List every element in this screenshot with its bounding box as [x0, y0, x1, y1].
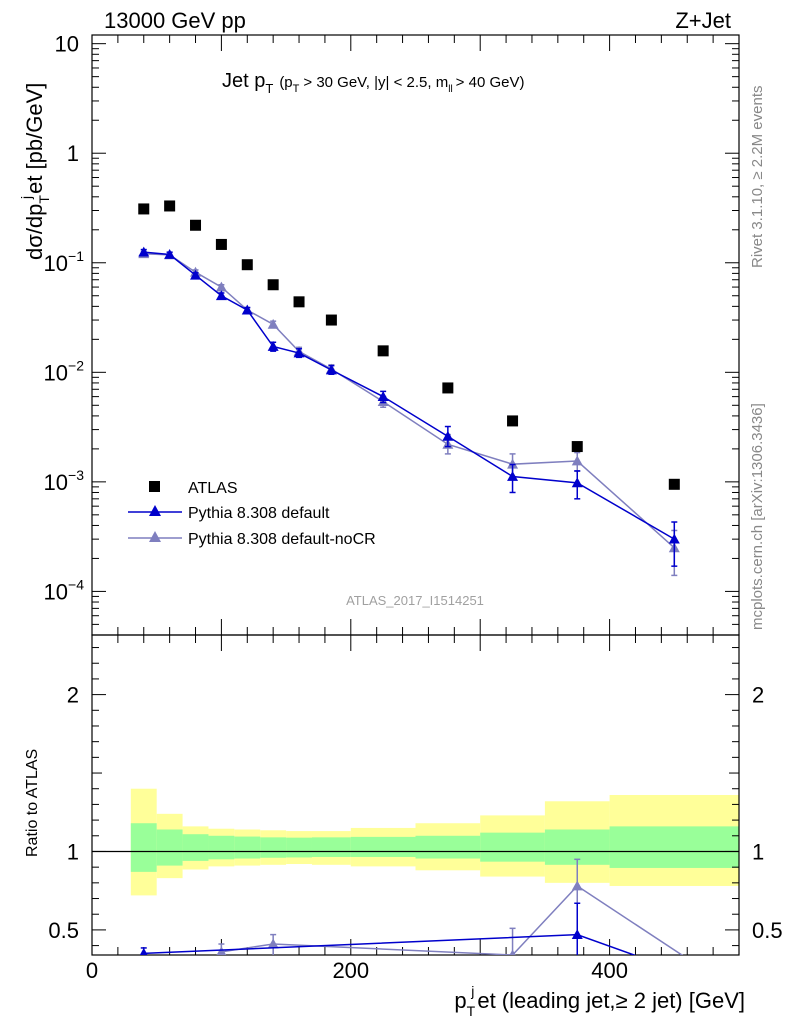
- main-y-tick-base: 10: [44, 470, 68, 495]
- nocr-point: [571, 455, 583, 466]
- legend: ATLAS Pythia 8.308 default Pythia 8.308 …: [128, 480, 376, 548]
- default-point: [507, 470, 519, 481]
- ratio-band-inner: [234, 836, 261, 859]
- atlas-point: [325, 314, 337, 326]
- default-ratio-point: [571, 929, 583, 940]
- ratio-mc-bands: [92, 788, 739, 896]
- legend-marker-nocr: [149, 531, 161, 542]
- default-point: [293, 347, 305, 358]
- legend-label-nocr: Pythia 8.308 default-noCR: [188, 531, 376, 548]
- legend-label-default: Pythia 8.308 default: [188, 505, 330, 522]
- default-point: [138, 246, 150, 257]
- default-point: [215, 290, 227, 301]
- nocr-ratio-point: [509, 949, 516, 955]
- x-axis-label: pTj et (leading jet,≥ 2 jet) [GeV]: [454, 983, 745, 1019]
- ratio-band-inner: [130, 823, 157, 872]
- nocr-point: [215, 281, 227, 292]
- atlas-point: [241, 259, 253, 271]
- main-y-tick-label: 10−3: [44, 467, 85, 495]
- ratio-y-tick-label-left: 1: [67, 839, 79, 864]
- default-ratio-line: [143, 933, 637, 955]
- main-y-tick-exp: −4: [68, 576, 84, 592]
- header-left: 13000 GeV pp: [104, 8, 246, 33]
- x-tick-label: 400: [591, 958, 628, 983]
- atlas-point: [190, 219, 202, 231]
- default-ratio-point: [139, 947, 148, 955]
- main-y-tick-exp: −2: [68, 357, 84, 373]
- nocr-point: [507, 458, 519, 469]
- atlas-point: [507, 415, 519, 427]
- nocr-ratio-point: [267, 938, 279, 949]
- source-label: mcplots.cern.ch [arXiv:1306.3436]: [749, 403, 766, 630]
- atlas-point: [571, 441, 583, 453]
- atlas-point: [164, 200, 176, 212]
- ratio-y-tick-label-right: 0.5: [752, 918, 783, 943]
- main-y-tick-base: 10: [44, 579, 68, 604]
- main-y-tick-exp: −3: [68, 467, 84, 483]
- main-y-tick-base: 10: [44, 251, 68, 276]
- ratio-y-tick-label-left: 0.5: [48, 918, 79, 943]
- main-marks: [138, 200, 680, 577]
- default-point: [442, 430, 454, 441]
- default-point: [190, 269, 202, 280]
- ratio-y-tick-label-right: 2: [752, 683, 764, 708]
- main-y-tick-label: 10−1: [44, 248, 85, 276]
- atlas-point: [293, 296, 305, 308]
- ratio-band-inner: [156, 829, 183, 866]
- default-point: [325, 364, 337, 375]
- ratio-band-inner: [182, 834, 209, 861]
- rivet-version-label: Rivet 3.1.10, ≥ 2.2M events: [749, 86, 766, 269]
- default-point: [668, 533, 680, 544]
- ratio-band-inner: [415, 835, 481, 859]
- ratio-plot-frame: [91, 634, 740, 956]
- legend-marker-default: [149, 505, 161, 516]
- default-point: [267, 341, 279, 351]
- ratio-band-inner: [208, 835, 235, 860]
- atlas-point: [442, 382, 454, 394]
- x-tick-label: 200: [332, 958, 369, 983]
- default-point: [164, 248, 176, 259]
- atlas-point: [267, 279, 279, 291]
- ratio-band-inner: [311, 837, 351, 857]
- ratio-band-inner: [286, 837, 312, 858]
- ratio-band-inner: [350, 836, 416, 857]
- legend-label-atlas: ATLAS: [188, 480, 238, 497]
- default-point: [377, 391, 389, 402]
- ratio-y-tick-label-right: 1: [752, 839, 764, 864]
- legend-marker-atlas: [149, 481, 160, 492]
- main-y-tick-label: 10−2: [44, 357, 85, 385]
- nocr-ratio-point: [571, 880, 583, 891]
- ratio-band-inner: [609, 826, 739, 868]
- header-right: Z+Jet: [675, 8, 731, 33]
- main-y-tick-base: 10: [44, 360, 68, 385]
- atlas-point: [138, 203, 150, 215]
- ratio-marks: [139, 858, 684, 955]
- ratio-y-label: Ratio to ATLAS: [24, 749, 41, 857]
- nocr-ratio-line: [221, 885, 684, 955]
- atlas-point: [377, 345, 389, 357]
- nocr-point: [267, 318, 279, 329]
- default-point: [571, 477, 583, 488]
- x-tick-label: 0: [86, 958, 98, 983]
- default-point: [241, 304, 253, 315]
- main-y-tick-label: 1: [67, 141, 79, 166]
- ratio-band-inner: [480, 832, 545, 862]
- plot-title: Jet pT (pT > 30 GeV, |y| < 2.5, mll > 40 Ge…: [222, 70, 524, 96]
- atlas-point: [215, 238, 227, 250]
- x-ticks: 0 200 400: [86, 35, 740, 983]
- main-y-tick-label: 10−4: [44, 576, 85, 604]
- ratio-band-inner: [260, 837, 287, 858]
- main-y-label: dσ/dpTjet [pb/GeV]: [18, 83, 52, 260]
- main-y-tick-label: 10: [55, 32, 79, 57]
- analysis-watermark: ATLAS_2017_I1514251: [346, 593, 484, 608]
- ratio-y-tick-label-left: 2: [67, 683, 79, 708]
- ratio-series-group: [139, 858, 684, 955]
- ratio-y-ticks: 0.5 0.5 1 1 2 2: [48, 647, 783, 947]
- main-y-tick-exp: −1: [68, 248, 84, 264]
- atlas-point: [668, 478, 680, 490]
